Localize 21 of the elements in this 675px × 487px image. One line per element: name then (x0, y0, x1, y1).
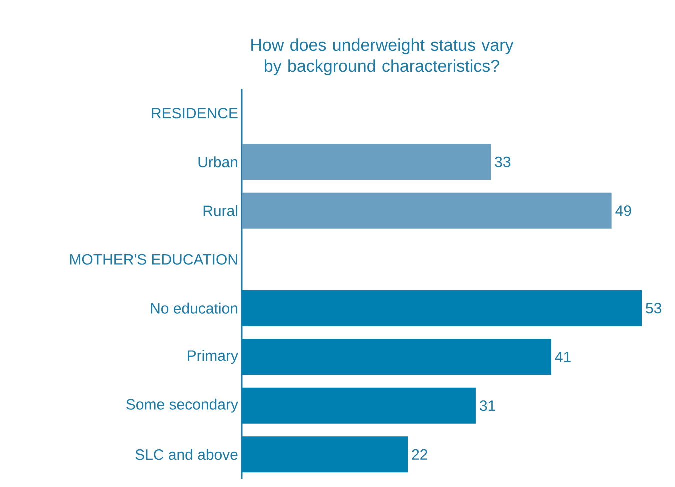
bar (242, 339, 552, 376)
data-label: 31 (480, 400, 496, 412)
bar (242, 290, 642, 326)
bar (242, 436, 408, 473)
bar (242, 192, 612, 229)
data-label: 49 (616, 206, 632, 216)
y-tick-label: RESIDENCE (152, 108, 238, 119)
data-label: 22 (412, 449, 428, 460)
data-label: 33 (495, 156, 511, 168)
bar (242, 144, 492, 180)
data-label: 53 (646, 303, 662, 314)
y-tick-label: MOTHER'S EDUCATION (70, 254, 238, 265)
y-tick-label: Rural (204, 205, 238, 216)
y-tick-label: Primary (188, 350, 238, 364)
chart-title: How does underweight status vary by background characteristics? (252, 38, 514, 76)
y-tick-label: No education (151, 302, 238, 314)
y-tick-label: SLC and above (136, 449, 238, 460)
y-tick-label: Urban (198, 156, 238, 168)
data-label: 41 (555, 352, 571, 362)
bar (242, 388, 476, 424)
y-tick-label: Some secondary (126, 398, 238, 413)
